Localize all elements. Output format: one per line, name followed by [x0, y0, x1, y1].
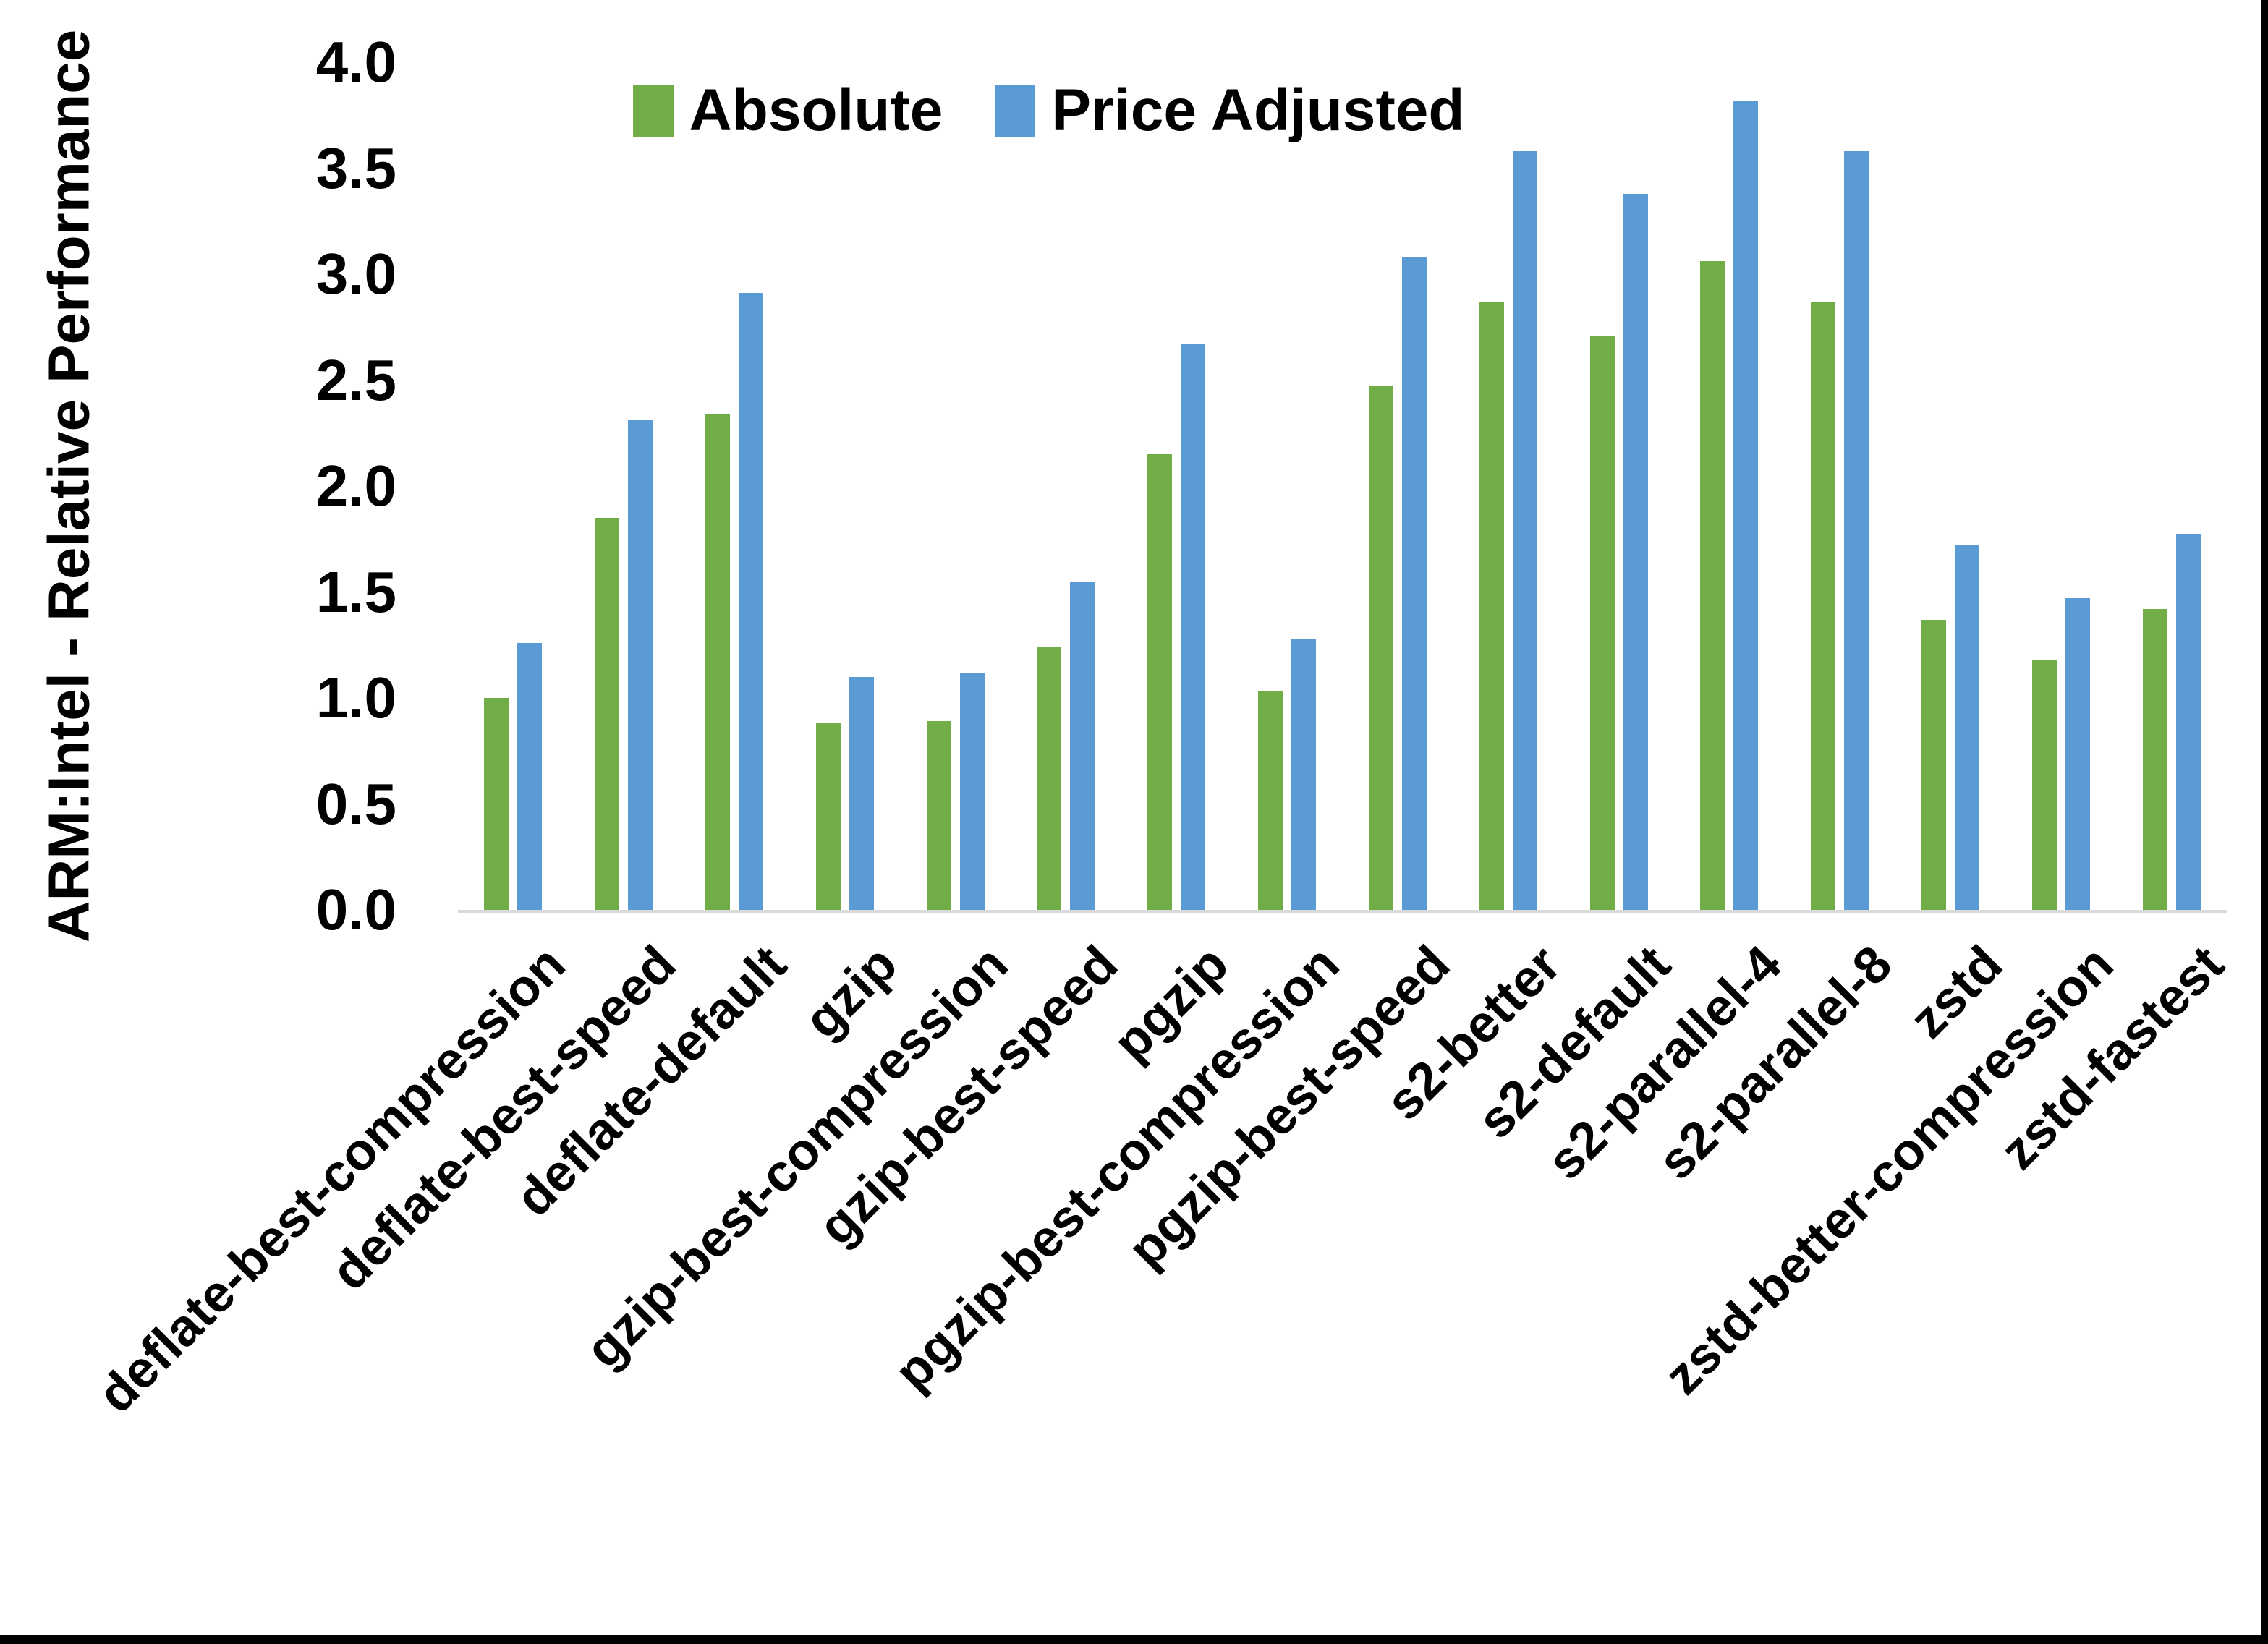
- bar-price-adjusted-deflate-default: [739, 293, 764, 910]
- bar-price-adjusted-zstd: [1954, 545, 1979, 910]
- bar-absolute-zstd: [1921, 619, 1946, 910]
- bar-group-zstd-better-compression: [2005, 62, 2116, 910]
- x-label-deflate-best-compression: deflate-best-compression: [87, 934, 577, 1424]
- bar-group-zstd-fastest: [2116, 62, 2227, 910]
- bar-price-adjusted-deflate-best-compression: [517, 642, 543, 910]
- y-tick-0.0: 0.0: [315, 877, 396, 942]
- y-tick-3.0: 3.0: [315, 242, 396, 306]
- y-tick-4.0: 4.0: [315, 30, 396, 94]
- bar-group-s2-parallel-4: [1674, 62, 1785, 910]
- bar-absolute-s2-better: [1479, 302, 1504, 910]
- frame-right-edge: [2261, 0, 2268, 1644]
- bar-price-adjusted-gzip-best-compression: [959, 672, 985, 910]
- y-tick-1.0: 1.0: [315, 665, 396, 730]
- bar-price-adjusted-s2-parallel-4: [1733, 100, 1759, 910]
- legend-label: Price Adjusted: [1051, 77, 1465, 143]
- bar-absolute-s2-parallel-4: [1700, 261, 1725, 910]
- bar-group-pgzip-best-speed: [1343, 62, 1453, 910]
- bar-absolute-deflate-best-speed: [595, 517, 620, 910]
- legend-label: Absolute: [689, 77, 943, 143]
- bar-price-adjusted-gzip: [849, 676, 874, 910]
- bar-absolute-gzip: [815, 723, 841, 910]
- legend-swatch-icon: [995, 85, 1036, 137]
- bar-price-adjusted-pgzip-best-speed: [1401, 257, 1427, 910]
- bar-group-deflate-default: [679, 62, 790, 910]
- bar-group-zstd: [1895, 62, 2006, 910]
- bar-price-adjusted-gzip-best-speed: [1070, 581, 1095, 910]
- bar-group-pgzip: [1121, 62, 1232, 910]
- bar-price-adjusted-deflate-best-speed: [628, 420, 653, 910]
- bar-group-gzip-best-compression: [900, 62, 1011, 910]
- legend-item-absolute: Absolute: [632, 77, 943, 143]
- bar-group-deflate-best-compression: [458, 62, 569, 910]
- bar-absolute-s2-parallel-8: [1811, 302, 1836, 910]
- y-tick-2.5: 2.5: [315, 347, 396, 412]
- bar-group-s2-better: [1453, 62, 1563, 910]
- legend-swatch-icon: [632, 85, 674, 137]
- bar-price-adjusted-zstd-better-compression: [2065, 598, 2090, 910]
- y-tick-0.5: 0.5: [315, 771, 396, 836]
- bar-price-adjusted-zstd-fastest: [2175, 534, 2201, 910]
- bar-absolute-zstd-fastest: [2142, 608, 2167, 910]
- bar-absolute-gzip-best-compression: [926, 721, 951, 910]
- bar-price-adjusted-s2-parallel-8: [1844, 151, 1869, 910]
- bar-group-s2-parallel-8: [1785, 62, 1895, 910]
- bar-absolute-deflate-best-compression: [484, 698, 509, 910]
- legend: Absolute Price Adjusted: [632, 77, 1464, 143]
- bar-group-deflate-best-speed: [569, 62, 679, 910]
- bar-price-adjusted-s2-default: [1623, 193, 1648, 910]
- y-tick-1.5: 1.5: [315, 559, 396, 624]
- bar-absolute-pgzip: [1147, 454, 1173, 910]
- bar-group-s2-default: [1563, 62, 1674, 910]
- bar-price-adjusted-s2-better: [1512, 151, 1537, 910]
- bar-absolute-gzip-best-speed: [1037, 647, 1062, 910]
- y-tick-3.5: 3.5: [315, 135, 396, 200]
- bar-group-gzip-best-speed: [1011, 62, 1121, 910]
- bar-absolute-pgzip-best-speed: [1368, 386, 1393, 910]
- y-tick-2.0: 2.0: [315, 453, 396, 518]
- bar-price-adjusted-pgzip-best-compression: [1291, 638, 1317, 910]
- bar-price-adjusted-pgzip: [1181, 344, 1206, 910]
- frame-bottom-edge: [0, 1635, 2268, 1644]
- bar-absolute-pgzip-best-compression: [1258, 691, 1283, 910]
- plot-area: [458, 62, 2227, 913]
- bar-absolute-deflate-default: [705, 414, 731, 910]
- bar-absolute-s2-default: [1589, 335, 1615, 910]
- bar-absolute-zstd-better-compression: [2031, 660, 2057, 910]
- bar-group-pgzip-best-compression: [1232, 62, 1343, 910]
- bar-group-gzip: [789, 62, 900, 910]
- legend-item-price-adjusted: Price Adjusted: [995, 81, 1464, 140]
